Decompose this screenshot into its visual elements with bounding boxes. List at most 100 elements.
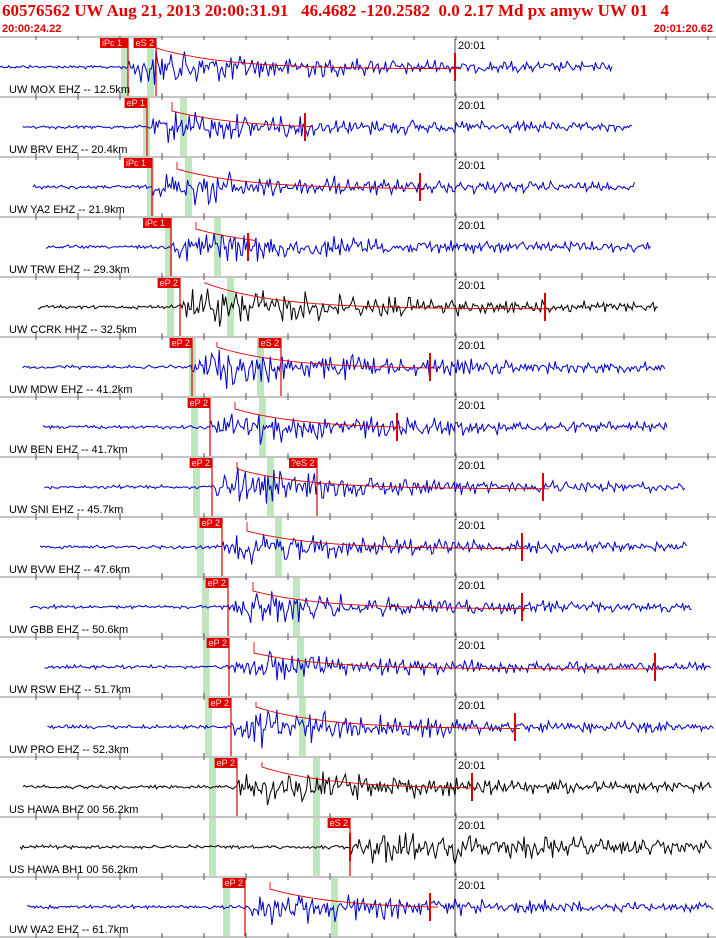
s-theoretical-band: [185, 158, 192, 216]
p-theoretical-band: [205, 698, 212, 756]
station-label: UW BVW EHZ -- 47.6km: [9, 564, 130, 576]
waveform-10: [44, 650, 711, 681]
pick-flag: [187, 398, 210, 408]
minute-label: 20:01: [458, 100, 486, 112]
station-label: UW PRO EHZ -- 52.3km: [9, 744, 129, 756]
pick-flag: [214, 758, 237, 768]
seismogram-plot: 20:01 20:01 20:01 20:01 20:01 20:01 20:01 20:01…: [0, 36, 716, 938]
waveform-0: [0, 49, 613, 85]
waveform-9: [29, 591, 692, 624]
coda-fit-curve: [253, 642, 662, 670]
s-theoretical-band: [180, 98, 187, 156]
pick-flag: [206, 638, 229, 648]
waveform-5: [22, 349, 666, 390]
waveform-1: [22, 111, 632, 144]
waveform-2: [32, 171, 635, 206]
pick-label: ?eS 2: [291, 458, 315, 468]
coda-fit-curve: [176, 162, 425, 189]
waveform-3: [45, 232, 651, 262]
pick-label: eS 2: [136, 38, 155, 48]
pick-label: eP 2: [217, 758, 235, 768]
station-label: UW MOX EHZ -- 12.5km: [9, 84, 130, 96]
minute-label: 20:01: [458, 820, 486, 832]
pick-flag: [258, 338, 281, 348]
s-theoretical-band: [147, 38, 154, 96]
s-theoretical-band: [293, 578, 300, 636]
pick-flag: [124, 158, 152, 168]
coda-fit-curve: [195, 222, 257, 241]
minute-label: 20:01: [458, 460, 486, 472]
pick-label: iPc 1: [126, 158, 146, 168]
coda-fit-curve: [246, 522, 527, 550]
coda-fit-curve: [255, 702, 520, 729]
pick-flag: [208, 698, 231, 708]
station-label: UW BRV EHZ -- 20.4km: [9, 144, 127, 156]
p-theoretical-band: [197, 518, 204, 576]
minute-label: 20:01: [458, 640, 486, 652]
pick-label: iPc 1: [145, 218, 165, 228]
station-label: UW CCRK HHZ -- 32.5km: [9, 324, 137, 336]
s-theoretical-band: [257, 338, 264, 396]
minute-label: 20:01: [458, 700, 486, 712]
station-label: UW RSW EHZ -- 51.7km: [9, 684, 131, 696]
waveform-12: [22, 771, 712, 806]
coda-fit-curve: [171, 102, 313, 128]
minute-label: 20:01: [458, 40, 486, 52]
pick-flag: [222, 878, 245, 888]
coda-fit-curve: [252, 582, 530, 610]
station-label: UW TRW EHZ -- 29.3km: [9, 264, 130, 276]
pick-label: eP 2: [202, 518, 220, 528]
pick-label: eP 2: [225, 878, 243, 888]
pick-label: eP 2: [211, 698, 229, 708]
coda-fit-curve: [234, 402, 404, 428]
waveform-11: [47, 709, 714, 749]
record-header: 60576562 UW Aug 21, 2013 20:00:31.91 46.…: [0, 0, 716, 38]
waveform-14: [27, 894, 714, 925]
pick-flag: [327, 818, 350, 828]
p-theoretical-band: [167, 278, 174, 336]
station-label: UW GBB EHZ -- 50.6km: [9, 624, 128, 636]
event-title: 60576562 UW Aug 21, 2013 20:00:31.91 46.…: [2, 1, 670, 20]
pick-flag: [157, 278, 180, 288]
s-theoretical-band: [331, 878, 338, 936]
pick-label: eS 2: [261, 338, 280, 348]
station-label: US HAWA BH1 00 56.2km: [9, 864, 138, 876]
pick-flag: [199, 518, 222, 528]
minute-label: 20:01: [458, 880, 486, 892]
pick-flag: [189, 458, 212, 468]
pick-label: eS 2: [330, 818, 349, 828]
pick-label: eP 1: [127, 98, 145, 108]
pick-label: eP 2: [208, 578, 226, 588]
traces: [0, 49, 714, 925]
pick-flag: [133, 38, 156, 48]
pick-label: iPc 1: [102, 38, 122, 48]
coda-fit-curve: [152, 42, 461, 70]
coda-fit-curve: [236, 462, 549, 490]
minute-label: 20:01: [458, 520, 486, 532]
minute-label: 20:01: [458, 340, 486, 352]
window-start-time: 20:00:24.22: [2, 23, 62, 35]
coda-fit-curve: [261, 762, 479, 789]
coda-fit-curve: [204, 282, 553, 310]
minute-label: 20:01: [458, 220, 486, 232]
pick-label: eP 2: [172, 338, 190, 348]
p-theoretical-band: [193, 458, 200, 516]
pick-label: eP 2: [160, 278, 178, 288]
trace-grid: 20:01 20:01 20:01 20:01 20:01 20:01 20:01 20:01…: [0, 36, 716, 938]
pick-label: eP 2: [209, 638, 227, 648]
station-label: UW BEN EHZ -- 41.7km: [9, 444, 128, 456]
station-label: UW WA2 EHZ -- 61.7km: [9, 924, 128, 936]
minute-label: 20:01: [458, 400, 486, 412]
pick-label: eP 2: [192, 458, 210, 468]
window-end-time: 20:01:20.62: [653, 23, 713, 35]
pick-flag: [100, 38, 128, 48]
pick-label: eP 2: [190, 398, 208, 408]
pick-flag: [124, 98, 147, 108]
coda-fit-curve: [216, 342, 438, 369]
picks: iPc 1 eS 2 eP 1 iPc 1 iPc 1 eP 2 eP 2 eS 2 eP 2 e…: [100, 38, 662, 936]
s-theoretical-band: [313, 758, 320, 816]
station-label: UW SNI EHZ -- 45.7km: [9, 504, 123, 516]
p-theoretical-band: [202, 578, 209, 636]
s-theoretical-band: [259, 398, 266, 456]
waveform-7: [44, 467, 686, 504]
